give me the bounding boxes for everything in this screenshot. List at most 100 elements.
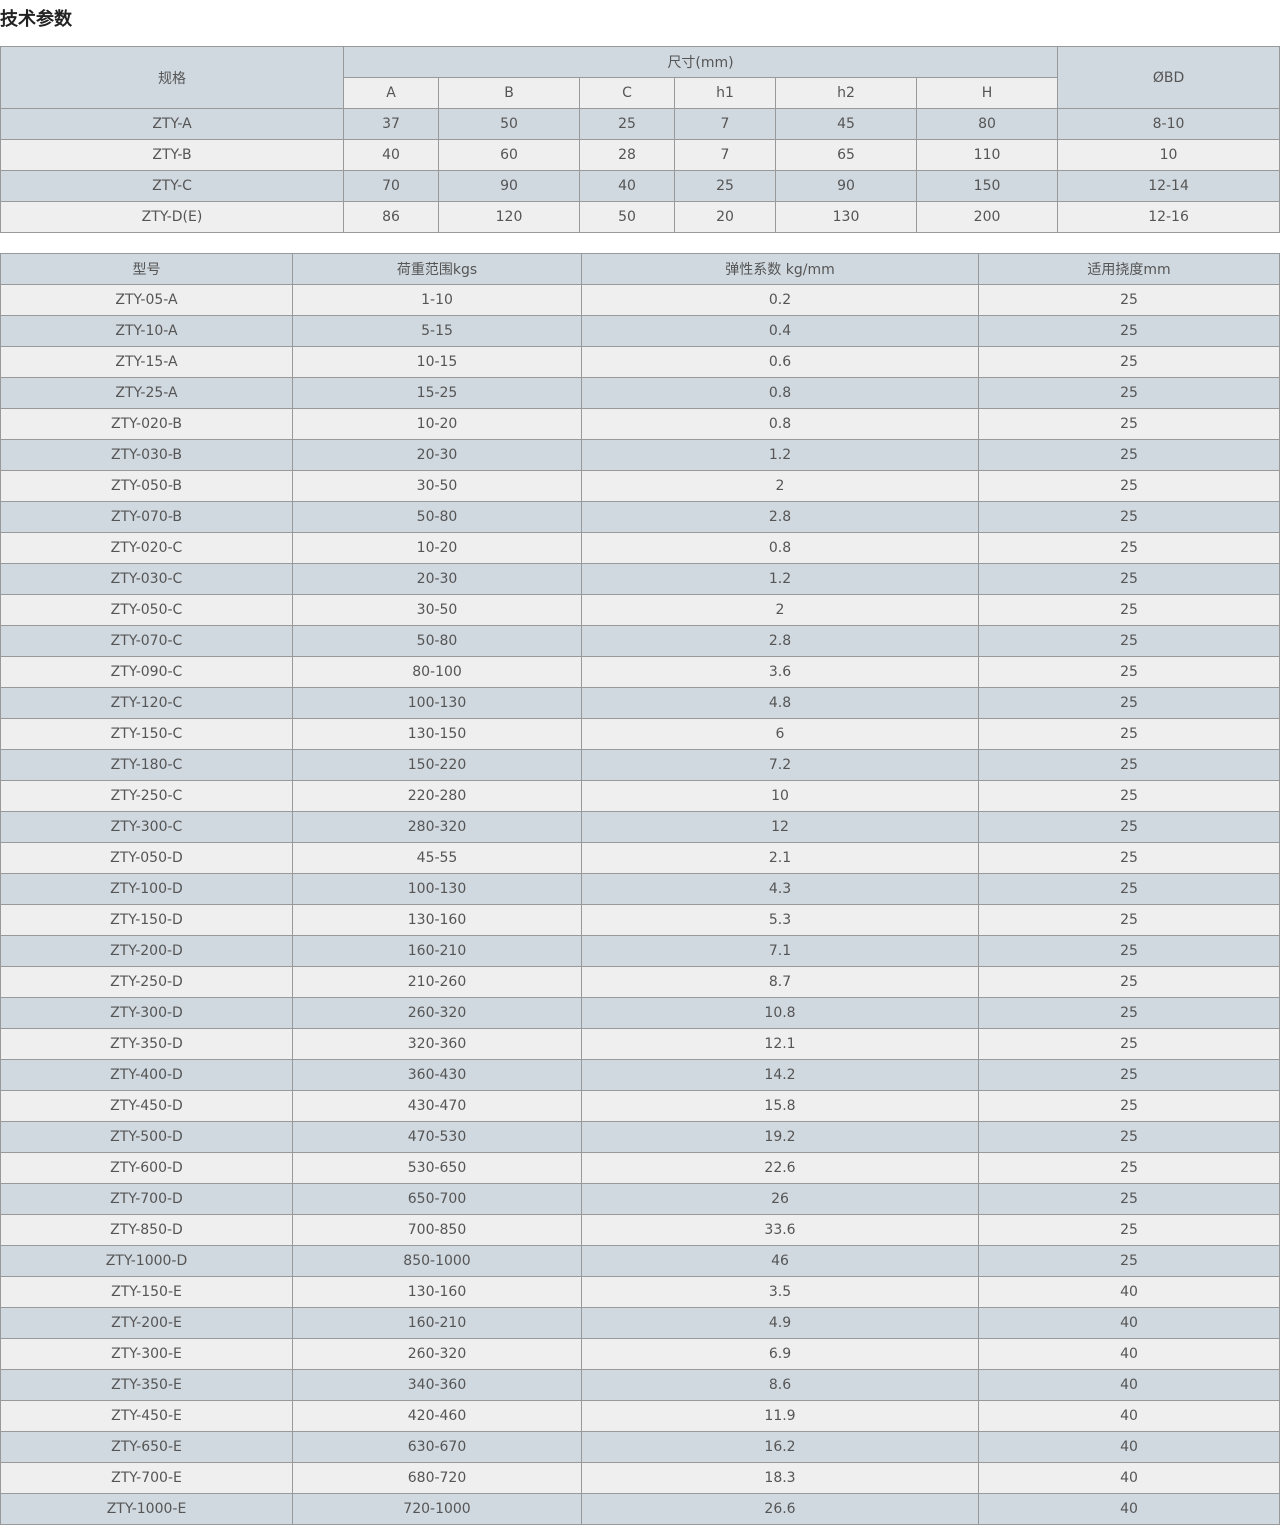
table-cell: 340-360 [292, 1369, 582, 1401]
table-cell: 0.8 [581, 377, 979, 409]
table-cell: 25 [978, 315, 1280, 347]
table-cell: ZTY-25-A [0, 377, 293, 409]
table-cell: 720-1000 [292, 1493, 582, 1525]
table-cell: 120 [438, 201, 580, 233]
table-cell: 50-80 [292, 625, 582, 657]
table-cell: 30-50 [292, 594, 582, 626]
table-cell: 2.1 [581, 842, 979, 874]
table-cell: 15.8 [581, 1090, 979, 1122]
table-cell: 10-20 [292, 532, 582, 564]
spec-header: 规格 [0, 46, 344, 109]
table-cell: 40 [579, 170, 675, 202]
table-cell: ZTY-850-D [0, 1214, 293, 1246]
table-cell: 150 [915, 170, 1059, 202]
table-cell: 6 [581, 718, 979, 750]
table-cell: 33.6 [581, 1214, 979, 1246]
table-cell: ZTY-300-C [0, 811, 293, 843]
table-cell: 7.2 [581, 749, 979, 781]
table-row: ZTY-200-D 160-210 7.1 25 [0, 935, 1280, 967]
table-cell: ZTY-250-C [0, 780, 293, 812]
table-row: ZTY-05-A 1-10 0.2 25 [0, 284, 1280, 316]
table-row: ZTY-050-D 45-55 2.1 25 [0, 842, 1280, 874]
table-cell: ZTY-150-D [0, 904, 293, 936]
table-cell: 40 [978, 1338, 1280, 1370]
table-row: ZTY-450-D 430-470 15.8 25 [0, 1090, 1280, 1122]
table-row: ZTY-350-D 320-360 12.1 25 [0, 1028, 1280, 1060]
table-cell: 260-320 [292, 997, 582, 1029]
table-cell: ZTY-B [0, 139, 344, 171]
table-cell: ZTY-250-D [0, 966, 293, 998]
table-cell: 15-25 [292, 377, 582, 409]
table-cell: 12-14 [1057, 170, 1280, 202]
table-cell: 210-260 [292, 966, 582, 998]
table-cell: ZTY-300-E [0, 1338, 293, 1370]
table-cell: 70 [343, 170, 439, 202]
table-cell: 8.6 [581, 1369, 979, 1401]
table-row: ZTY-450-E 420-460 11.9 40 [0, 1400, 1280, 1432]
table-cell: 25 [978, 904, 1280, 936]
table-row: ZTY-300-C 280-320 12 25 [0, 811, 1280, 843]
table-cell: 130-150 [292, 718, 582, 750]
table-cell: 25 [978, 966, 1280, 998]
table-cell: 80 [915, 108, 1059, 140]
table-cell: 0.8 [581, 532, 979, 564]
table-cell: 12-16 [1057, 201, 1280, 233]
table-cell: 65 [775, 139, 917, 171]
table-cell: ZTY-500-D [0, 1121, 293, 1153]
table-cell: 25 [978, 656, 1280, 688]
table-cell: ZTY-450-D [0, 1090, 293, 1122]
table-row: ZTY-050-C 30-50 2 25 [0, 594, 1280, 626]
table-cell: 16.2 [581, 1431, 979, 1463]
table-cell: 20-30 [292, 563, 582, 595]
table-cell: 25 [978, 718, 1280, 750]
table-cell: 60 [438, 139, 580, 171]
table-row: ZTY-650-E 630-670 16.2 40 [0, 1431, 1280, 1463]
table-cell: 100-130 [292, 873, 582, 905]
table-cell: 0.2 [581, 284, 979, 316]
table-cell: ZTY-D(E) [0, 201, 344, 233]
table-row: ZTY-180-C 150-220 7.2 25 [0, 749, 1280, 781]
table-cell: ZTY-700-E [0, 1462, 293, 1494]
table-cell: 420-460 [292, 1400, 582, 1432]
table-cell: 40 [978, 1462, 1280, 1494]
table-cell: 25 [978, 377, 1280, 409]
table-cell: 86 [343, 201, 439, 233]
table-cell: 25 [978, 1090, 1280, 1122]
table-cell: 850-1000 [292, 1245, 582, 1277]
table-cell: 40 [978, 1400, 1280, 1432]
table-cell: ZTY-180-C [0, 749, 293, 781]
table-cell: 25 [978, 1183, 1280, 1215]
table-cell: 25 [978, 594, 1280, 626]
table-cell: 25 [978, 687, 1280, 719]
table-cell: 0.8 [581, 408, 979, 440]
table-cell: 470-530 [292, 1121, 582, 1153]
table-cell: 3.6 [581, 656, 979, 688]
table-cell: 40 [978, 1369, 1280, 1401]
column-header: h1 [674, 77, 776, 109]
table-cell: ZTY-030-C [0, 563, 293, 595]
page-title: 技术参数 [0, 9, 72, 30]
table-row: ZTY-700-D 650-700 26 25 [0, 1183, 1280, 1215]
table-cell: 90 [438, 170, 580, 202]
table-cell: ZTY-700-D [0, 1183, 293, 1215]
table-cell: 530-650 [292, 1152, 582, 1184]
column-header: 荷重范围kgs [292, 253, 582, 285]
table-cell: 4.8 [581, 687, 979, 719]
table-cell: 25 [978, 1121, 1280, 1153]
table-cell: 26 [581, 1183, 979, 1215]
table-cell: ZTY-15-A [0, 346, 293, 378]
table-cell: ZTY-350-D [0, 1028, 293, 1060]
column-header: C [579, 77, 675, 109]
table-cell: 5.3 [581, 904, 979, 936]
table-cell: 3.5 [581, 1276, 979, 1308]
table-cell: 25 [978, 346, 1280, 378]
table-cell: 18.3 [581, 1462, 979, 1494]
table-cell: ZTY-450-E [0, 1400, 293, 1432]
table-cell: 50 [579, 201, 675, 233]
table-cell: ZTY-020-C [0, 532, 293, 564]
table-row: ZTY-850-D 700-850 33.6 25 [0, 1214, 1280, 1246]
table-cell: 1.2 [581, 439, 979, 471]
table-cell: 25 [978, 842, 1280, 874]
table-cell: 10.8 [581, 997, 979, 1029]
table-cell: ZTY-050-B [0, 470, 293, 502]
